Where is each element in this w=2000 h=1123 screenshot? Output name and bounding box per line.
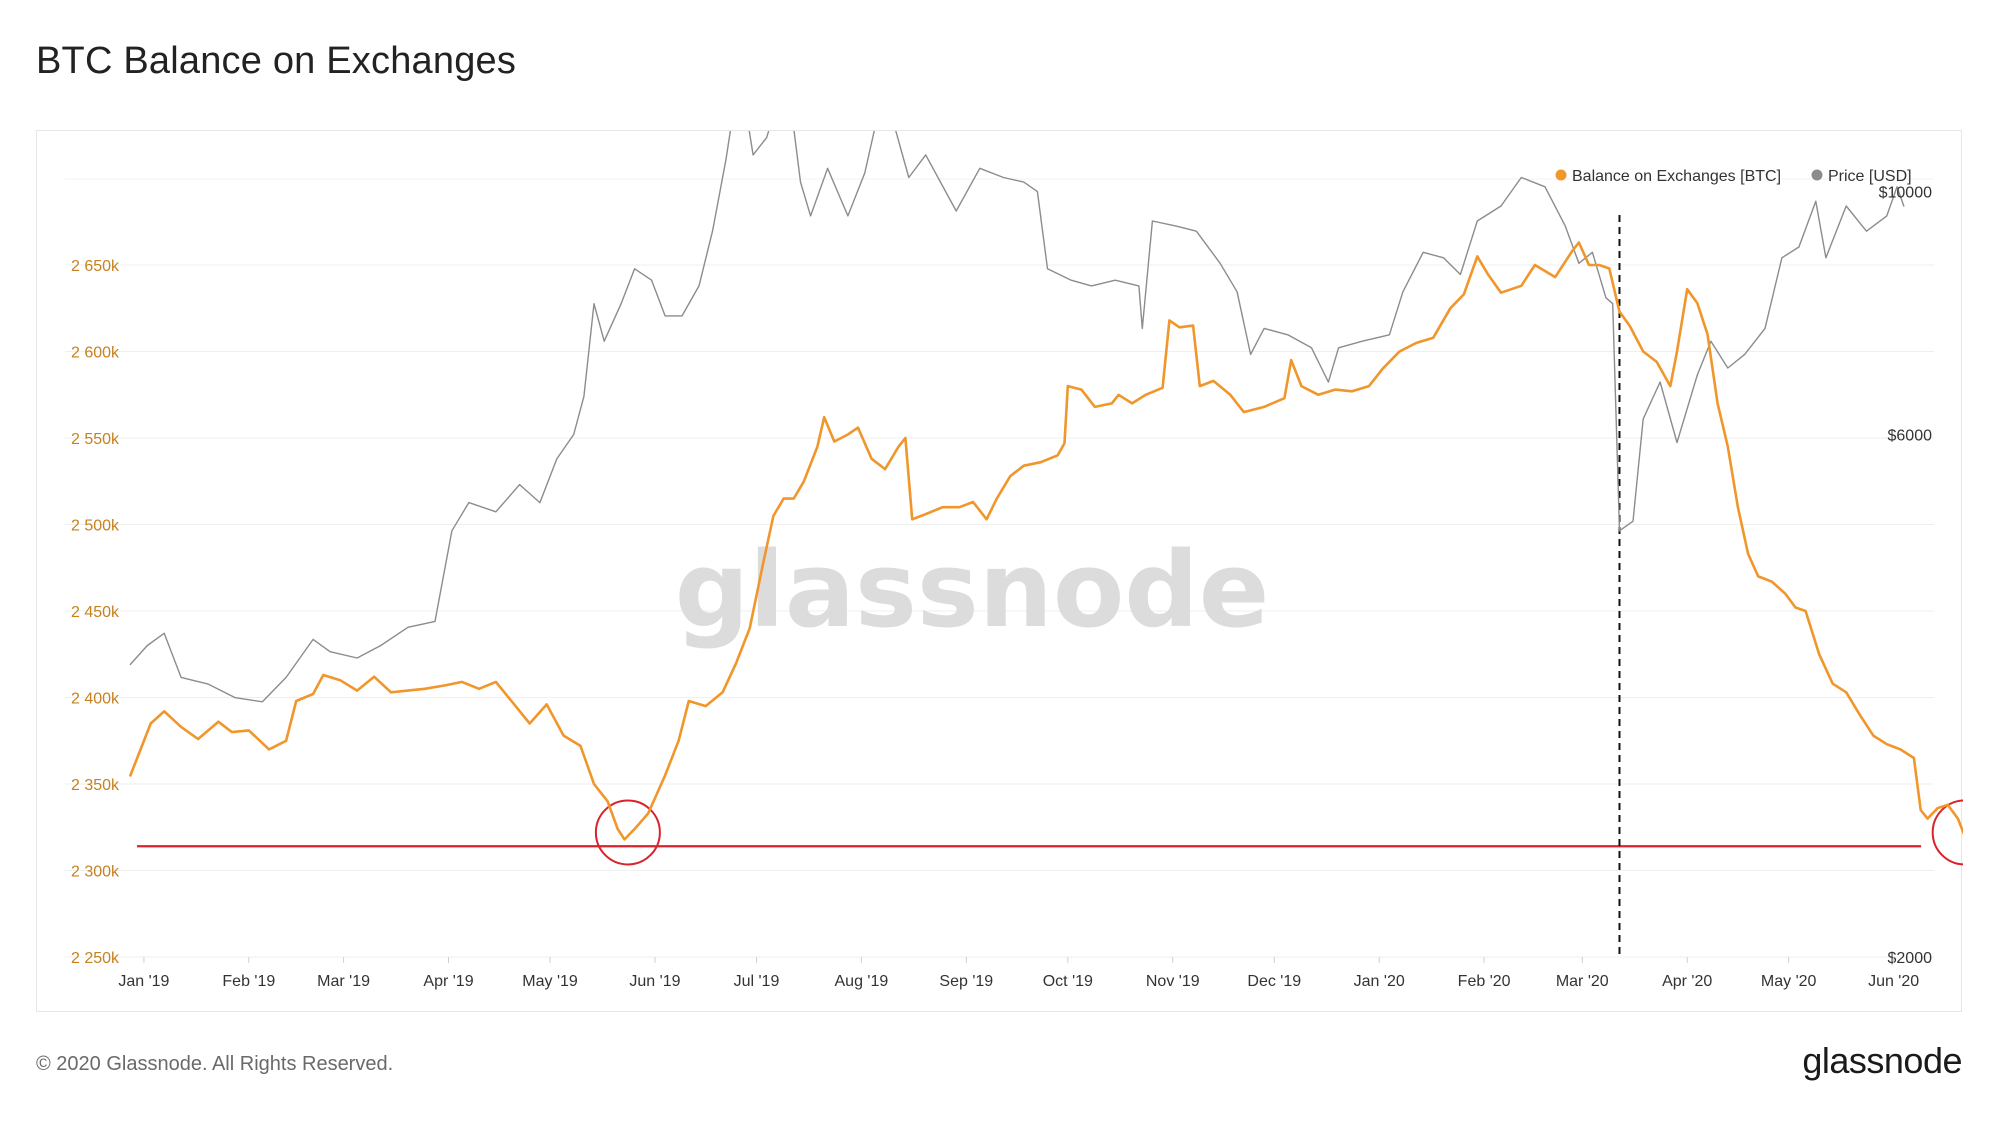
y-axis-right: $2000 $6000 $10000 [1879,185,1932,967]
series-line-price[interactable] [129,131,1905,703]
x-tick-label: Jul '19 [734,973,780,990]
x-tick-label: Mar '19 [317,973,370,990]
grid-lines [65,178,1934,958]
annotations [137,215,1963,957]
x-tick-label: Feb '19 [222,973,275,990]
y-axis-left: 2 250k 2 300k 2 350k 2 400k 2 450k 2 500k 2 55… [71,258,120,967]
x-axis: Jan '19 Feb '19 Mar '19 Apr '19 May '19 Jun '… [118,957,1919,990]
legend-label-balance[interactable]: Balance on Exchanges [BTC] [1572,168,1781,185]
chart-canvas: glassnode 2 250k 2 300k 2 350k 2 400k 2 450k… [65,131,1963,990]
legend-label-price[interactable]: Price [USD] [1828,168,1912,185]
x-tick-label: Nov '19 [1146,973,1200,990]
x-tick-label: Aug '19 [835,973,889,990]
page-title: BTC Balance on Exchanges [36,40,517,82]
watermark-text: glassnode [675,529,1270,651]
series-lines [129,131,1963,845]
legend-swatch-balance [1555,169,1567,181]
y-right-tick-label: $2000 [1888,950,1933,967]
legend: Balance on Exchanges [BTC] Price [USD] [1555,168,1912,185]
highlight-circle [594,799,661,866]
x-tick-label: Oct '19 [1043,973,1093,990]
x-tick-label: May '19 [522,973,578,990]
y-left-tick-label: 2 600k [71,345,120,362]
x-tick-label: Apr '20 [1662,973,1712,990]
highlight-circle [1931,799,1963,866]
x-tick-label: Apr '19 [423,973,473,990]
footer-logo: glassnode [1802,1040,1962,1081]
y-right-tick-label: $6000 [1888,428,1933,445]
series-line-balance[interactable] [129,241,1963,845]
x-tick-label: Jan '19 [118,973,169,990]
y-left-tick-label: 2 550k [71,431,120,448]
y-left-tick-label: 2 500k [71,518,120,535]
y-left-tick-label: 2 350k [71,777,120,794]
footer-copyright: © 2020 Glassnode. All Rights Reserved. [36,1053,394,1075]
y-left-tick-label: 2 300k [71,864,120,881]
y-left-tick-label: 2 650k [71,258,120,275]
x-tick-label: May '20 [1761,973,1817,990]
x-tick-label: Mar '20 [1556,973,1609,990]
x-tick-label: Jun '20 [1868,973,1919,990]
x-tick-label: Jan '20 [1354,973,1405,990]
x-tick-label: Feb '20 [1458,973,1511,990]
y-left-tick-label: 2 450k [71,604,120,621]
x-tick-label: Dec '19 [1247,973,1301,990]
legend-swatch-price [1811,169,1823,181]
y-left-tick-label: 2 400k [71,691,120,708]
y-left-tick-label: 2 250k [71,950,120,967]
y-right-tick-label: $10000 [1879,185,1932,202]
chart-card: glassnode 2 250k 2 300k 2 350k 2 400k 2 450k… [36,130,1963,1012]
x-tick-label: Sep '19 [939,973,993,990]
x-tick-label: Jun '19 [629,973,680,990]
